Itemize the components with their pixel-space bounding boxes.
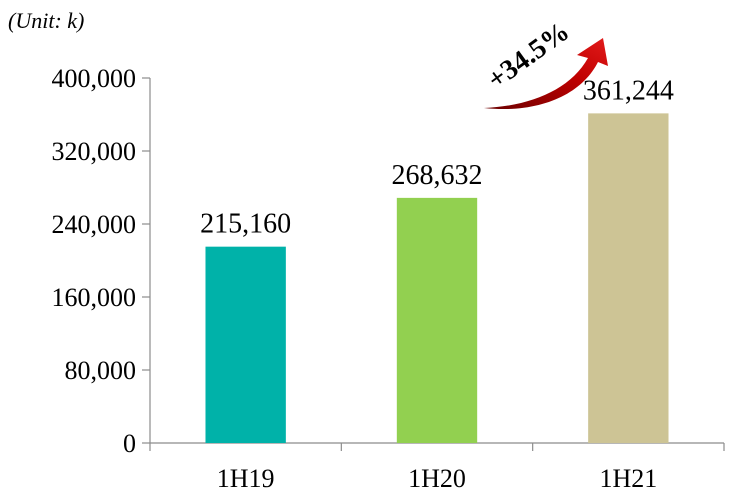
y-axis: 0 80,000 160,000 240,000 320,000 400,000	[52, 64, 151, 458]
x-category-label: 1H21	[599, 464, 657, 493]
value-label: 215,160	[200, 209, 291, 240]
value-label: 361,244	[583, 75, 674, 106]
growth-label: +34.5%	[482, 16, 575, 96]
value-label: 268,632	[392, 160, 483, 191]
x-category-label: 1H20	[408, 464, 466, 493]
y-tick-label: 240,000	[52, 210, 137, 239]
unit-label: (Unit: k)	[8, 8, 84, 33]
x-axis: 1H19 1H20 1H21	[149, 442, 725, 493]
bar-1h20	[396, 197, 478, 443]
y-tick-label: 0	[123, 429, 136, 458]
bar-1h19	[205, 246, 286, 443]
y-tick-label: 80,000	[65, 356, 137, 385]
x-category-label: 1H19	[217, 464, 275, 493]
y-tick-label: 400,000	[52, 64, 137, 93]
y-tick-label: 320,000	[52, 137, 137, 166]
bars	[205, 113, 669, 443]
y-tick-label: 160,000	[52, 283, 137, 312]
value-labels: 215,160 268,632 361,244	[200, 75, 674, 239]
bar-1h21	[588, 113, 669, 443]
growth-arrow-icon	[484, 38, 608, 110]
